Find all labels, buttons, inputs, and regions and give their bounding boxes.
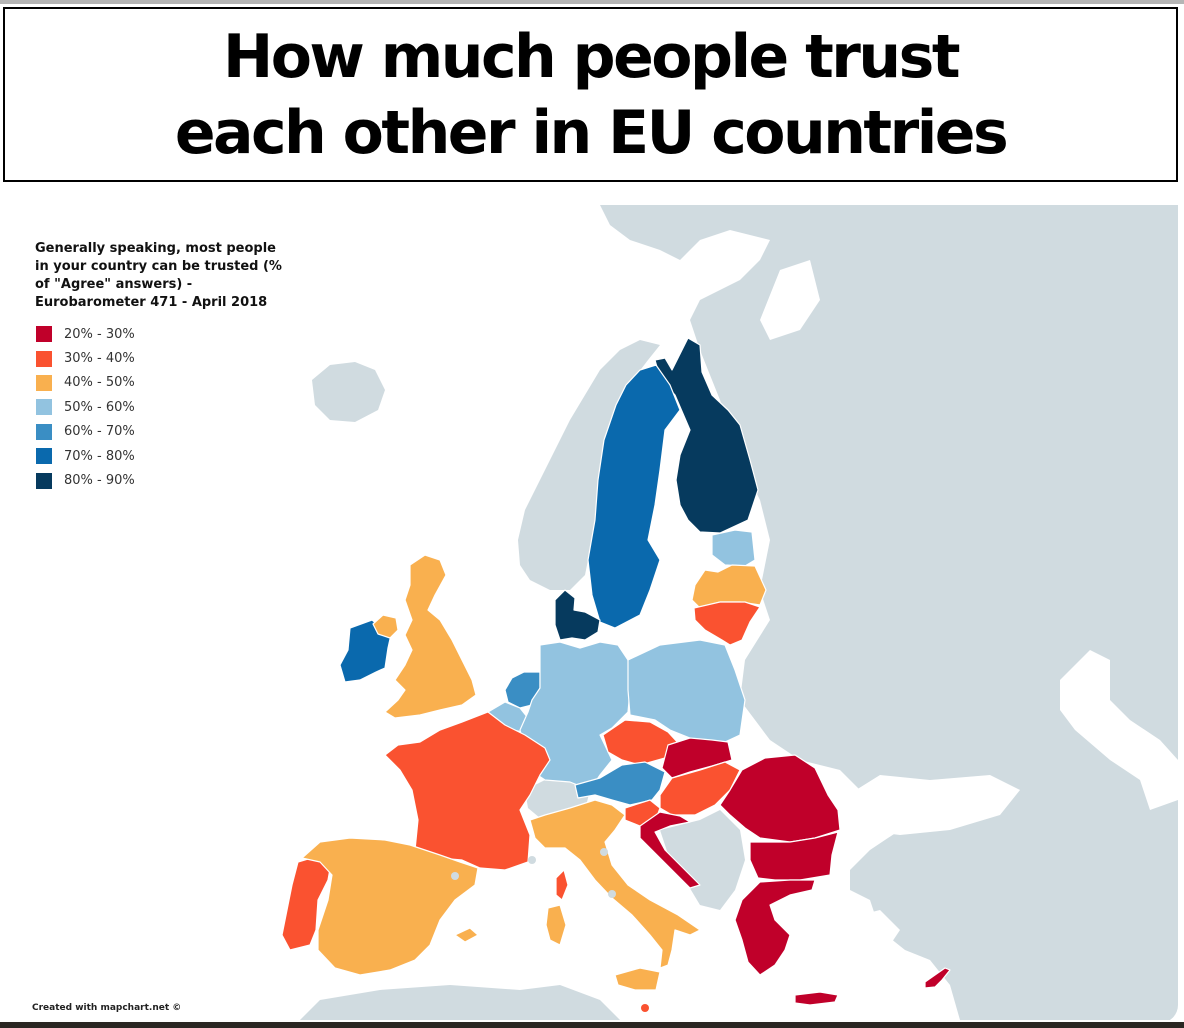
liechtenstein-dot bbox=[566, 791, 574, 799]
legend-swatch bbox=[36, 374, 52, 391]
legend-item: 30% - 40% bbox=[35, 346, 285, 370]
legend-label: 80% - 90% bbox=[64, 473, 135, 489]
seas bbox=[590, 260, 1178, 975]
country-denmark[interactable] bbox=[554, 589, 601, 641]
country-greece[interactable] bbox=[734, 879, 839, 1006]
country-lithuania[interactable] bbox=[693, 601, 761, 646]
land-balkans bbox=[660, 810, 745, 910]
land-norway bbox=[518, 340, 660, 590]
credit-text: Created with mapchart.net © bbox=[32, 1003, 182, 1013]
top-border-strip bbox=[0, 0, 1184, 4]
baltic-sea bbox=[590, 420, 760, 640]
country-estonia[interactable] bbox=[711, 529, 756, 567]
legend-item: 50% - 60% bbox=[35, 395, 285, 419]
country-romania[interactable] bbox=[719, 754, 841, 843]
san-marino-dot bbox=[600, 848, 608, 856]
country-austria[interactable] bbox=[574, 761, 666, 806]
map-card: Generally speaking, most people in your … bbox=[6, 203, 1178, 1023]
europe-map bbox=[281, 205, 1178, 1020]
country-spain[interactable] bbox=[301, 837, 479, 976]
bottom-strip bbox=[0, 1022, 1184, 1028]
legend-item: 20% - 30% bbox=[35, 322, 285, 346]
aegean-sea bbox=[800, 910, 900, 975]
microstate-dots bbox=[451, 791, 616, 898]
title-box: How much people trust each other in EU c… bbox=[3, 7, 1178, 182]
country-finland[interactable] bbox=[654, 337, 759, 534]
legend-swatch bbox=[36, 326, 52, 343]
legend-swatch bbox=[36, 448, 52, 465]
legend-label: 70% - 80% bbox=[64, 448, 135, 464]
legend-label: 20% - 30% bbox=[64, 326, 135, 342]
legend-item: 70% - 80% bbox=[35, 444, 285, 468]
country-sweden[interactable] bbox=[587, 364, 681, 629]
country-cyprus[interactable] bbox=[924, 967, 951, 989]
legend-swatch bbox=[36, 399, 52, 416]
legend-label: 40% - 50% bbox=[64, 375, 135, 391]
land-iceland bbox=[312, 362, 385, 422]
legend-swatch bbox=[36, 472, 52, 489]
land-russia-east bbox=[600, 205, 1178, 1020]
legend-item: 40% - 50% bbox=[35, 371, 285, 395]
eu-countries bbox=[281, 337, 951, 1012]
caspian-sea bbox=[1060, 650, 1178, 810]
legend-item: 80% - 90% bbox=[35, 468, 285, 492]
land-north-africa bbox=[300, 985, 620, 1020]
monaco-dot bbox=[528, 856, 536, 864]
page-title: How much people trust each other in EU c… bbox=[174, 21, 1009, 168]
legend-item: 60% - 70% bbox=[35, 420, 285, 444]
legend: Generally speaking, most people in your … bbox=[35, 240, 285, 493]
white-sea bbox=[760, 260, 820, 340]
country-united-kingdom[interactable] bbox=[372, 554, 477, 719]
andorra-dot bbox=[451, 872, 459, 880]
legend-swatch bbox=[36, 350, 52, 367]
black-sea bbox=[840, 775, 1020, 835]
legend-swatch bbox=[36, 423, 52, 440]
legend-label: 50% - 60% bbox=[64, 399, 135, 415]
country-croatia[interactable] bbox=[639, 811, 701, 889]
legend-label: 30% - 40% bbox=[64, 351, 135, 367]
country-bulgaria[interactable] bbox=[749, 831, 839, 881]
legend-label: 60% - 70% bbox=[64, 424, 135, 440]
vatican-dot bbox=[608, 890, 616, 898]
country-malta[interactable] bbox=[641, 1004, 649, 1012]
legend-title: Generally speaking, most people in your … bbox=[35, 241, 282, 310]
